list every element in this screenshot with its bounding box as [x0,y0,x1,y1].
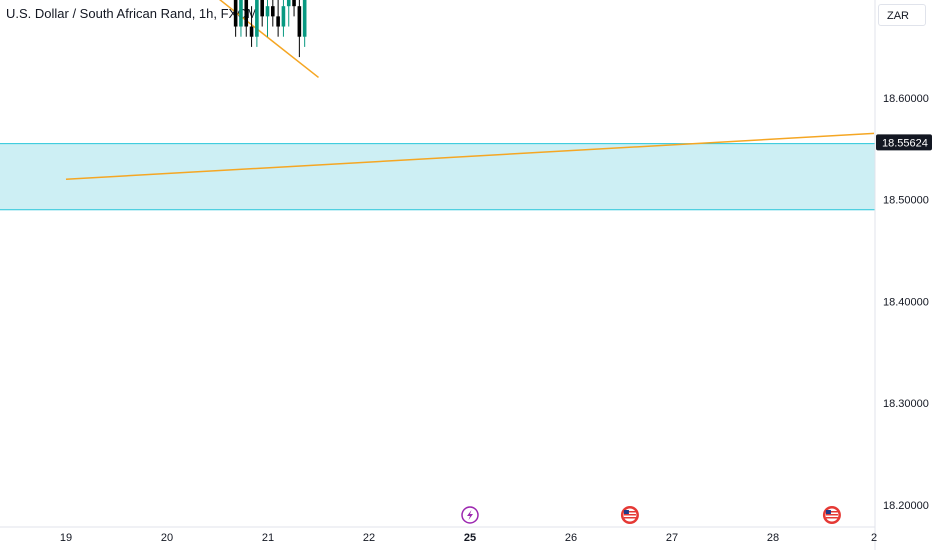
candle-body [260,0,264,17]
price-tick-label: 18.20000 [883,500,929,512]
flag-stripe [825,517,838,519]
candle-body [244,0,249,27]
candle-body [292,0,296,7]
candles [233,0,307,58]
price-tag-label: 18.55624 [882,137,928,149]
time-tick-label: 26 [565,532,577,544]
lightning-bolt [467,510,473,520]
time-tick-label: 20 [161,532,173,544]
candle-body [297,6,302,37]
flag-stripe [623,511,636,513]
time-tick-label: 21 [262,532,274,544]
candle-body [233,0,238,27]
candle-body [239,0,243,27]
flag-canton [623,510,629,514]
candle-body [302,0,307,37]
candle-body [286,0,291,7]
time-tick-label: 27 [666,532,678,544]
flag-stripe [825,511,838,513]
time-tick-label: 19 [60,532,72,544]
time-tick-label: 2 [871,532,877,544]
time-axis[interactable]: 19 20 21 22 25 26 27 28 2 [60,532,877,544]
trendline-3[interactable] [65,132,875,180]
price-tick-label: 18.70000 [883,0,929,3]
candle-body [276,16,280,27]
flag-stripe [623,514,636,516]
price-tick-label: 18.30000 [883,398,929,410]
flag-stripe [623,517,636,519]
time-tick-label: 28 [767,532,779,544]
price-tick-label: 18.50000 [883,195,929,207]
candle-body [281,6,286,27]
time-tick-label: 22 [363,532,375,544]
currency-selector[interactable]: ZAR [878,4,926,26]
price-tags: 19.3589018.55624USDZAR18.99040 [876,134,932,151]
flag-canton [825,510,831,514]
event-markers[interactable] [461,506,841,524]
trendline-2[interactable] [41,0,319,79]
price-tick-label: 18.60000 [883,93,929,105]
time-tick-label: 25 [464,532,476,544]
candle-body [265,6,270,17]
candle-body [271,6,275,17]
support-resistance-zones [0,143,875,211]
zone-3 [0,143,875,210]
chart-title: U.S. Dollar / South African Rand, 1h, FX… [6,6,258,21]
flag-stripe [825,514,838,516]
price-tag [876,134,932,151]
price-tick-label: 18.40000 [883,296,929,308]
candle-body [249,26,254,37]
price-axis[interactable]: 18.20000 18.30000 18.40000 18.50000 18.60000… [883,0,929,512]
trendlines [41,0,875,180]
candle-body [255,0,259,37]
